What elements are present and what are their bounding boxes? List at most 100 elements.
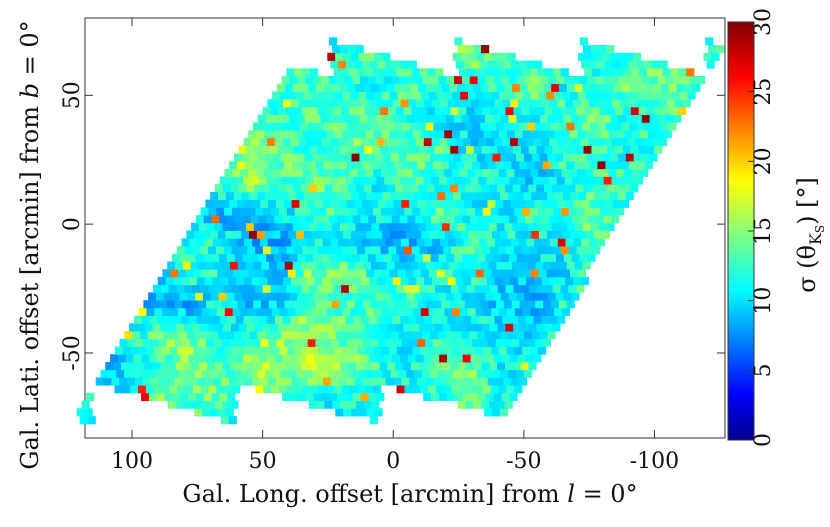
heatmap-cell xyxy=(408,60,417,69)
heatmap-cell xyxy=(295,346,304,355)
heatmap-cell xyxy=(616,91,626,100)
heatmap-cell xyxy=(301,106,311,116)
heatmap-cell xyxy=(244,199,253,208)
heatmap-cell xyxy=(327,52,336,61)
heatmap-cell xyxy=(537,168,547,177)
heatmap-cell xyxy=(584,246,593,255)
heatmap-cell xyxy=(494,99,503,108)
heatmap-cell xyxy=(320,75,330,85)
heatmap-cell xyxy=(620,99,629,108)
heatmap-cell xyxy=(423,137,432,146)
heatmap-cell xyxy=(442,361,451,371)
heatmap-cell xyxy=(254,145,263,154)
heatmap-cell xyxy=(359,153,368,162)
heatmap-cell xyxy=(484,369,493,378)
heatmap-cell xyxy=(241,153,251,162)
heatmap-cell xyxy=(177,307,187,317)
heatmap-cell xyxy=(583,145,592,154)
heatmap-cell xyxy=(300,222,310,231)
heatmap-cell xyxy=(420,307,429,317)
heatmap-cell xyxy=(281,153,290,162)
heatmap-cell xyxy=(490,246,499,255)
heatmap-cell xyxy=(257,369,266,378)
heatmap-cell xyxy=(379,323,389,332)
heatmap-cell xyxy=(547,191,556,201)
heatmap-cell xyxy=(595,215,604,224)
heatmap-cell xyxy=(671,91,681,100)
heatmap-cell xyxy=(436,91,445,100)
heatmap-cell xyxy=(323,261,333,270)
heatmap-cell xyxy=(353,238,363,247)
heatmap-cell xyxy=(408,238,418,247)
heatmap-cell xyxy=(482,68,491,77)
heatmap-cell xyxy=(471,377,481,386)
heatmap-cell xyxy=(188,392,197,402)
heatmap-cell xyxy=(607,106,616,116)
heatmap-cell xyxy=(547,292,557,301)
heatmap-cell xyxy=(486,354,495,363)
heatmap-cell xyxy=(134,377,144,386)
heatmap-cell xyxy=(488,400,498,409)
heatmap-cell xyxy=(538,307,547,317)
heatmap-cell xyxy=(497,106,506,116)
heatmap-cell xyxy=(453,292,463,301)
heatmap-cell xyxy=(268,199,277,208)
heatmap-cell xyxy=(597,122,607,131)
heatmap-cell xyxy=(437,369,446,378)
heatmap-cell xyxy=(418,222,427,231)
heatmap-cell xyxy=(206,222,215,231)
heatmap-cell xyxy=(618,114,627,123)
heatmap-cell xyxy=(665,75,674,85)
heatmap-cell xyxy=(337,354,346,363)
heatmap-cell xyxy=(447,315,456,324)
heatmap-cell xyxy=(471,60,480,69)
heatmap-cell xyxy=(327,191,336,201)
heatmap-cell xyxy=(274,215,283,224)
heatmap-cell xyxy=(495,338,504,347)
heatmap-cell xyxy=(431,276,441,286)
heatmap-cell xyxy=(498,68,507,77)
heatmap-cell xyxy=(221,377,230,386)
heatmap-cell xyxy=(338,161,348,170)
heatmap-cell xyxy=(531,331,541,340)
heatmap-cell xyxy=(293,106,303,116)
heatmap-cell xyxy=(213,338,222,347)
heatmap-cell xyxy=(189,276,198,286)
heatmap-cell xyxy=(522,168,531,177)
heatmap-cell xyxy=(245,300,254,309)
heatmap-cell xyxy=(345,354,354,363)
heatmap-cell xyxy=(615,207,625,216)
heatmap-cell xyxy=(211,354,221,363)
heatmap-cell xyxy=(231,207,241,216)
heatmap-cell xyxy=(511,199,520,208)
heatmap-cell xyxy=(318,346,327,355)
heatmap-cell xyxy=(470,137,480,146)
heatmap-cell xyxy=(216,385,225,394)
heatmap-cell xyxy=(480,83,489,92)
heatmap-cell xyxy=(213,377,222,386)
heatmap-cell xyxy=(475,91,485,100)
heatmap-cell xyxy=(452,269,461,278)
heatmap-cell xyxy=(222,361,232,371)
heatmap-cell xyxy=(687,91,696,100)
heatmap-cell xyxy=(483,346,492,355)
heatmap-cell xyxy=(205,238,214,247)
heatmap-cell xyxy=(545,168,554,177)
heatmap-cell xyxy=(320,331,329,340)
heatmap-cell xyxy=(249,191,258,201)
heatmap-cell xyxy=(369,238,378,247)
heatmap-cell xyxy=(291,338,301,347)
heatmap-cell xyxy=(608,207,617,216)
heatmap-cell xyxy=(490,68,499,77)
heatmap-cell xyxy=(617,191,626,201)
heatmap-cell xyxy=(362,161,371,170)
heatmap-cell xyxy=(524,114,533,123)
heatmap-cell xyxy=(508,114,517,123)
heatmap-cell xyxy=(373,207,382,216)
heatmap-cell xyxy=(198,300,207,309)
heatmap-cell xyxy=(164,392,173,402)
heatmap-cell xyxy=(327,230,336,239)
heatmap-cell xyxy=(325,323,334,332)
heatmap-cell xyxy=(371,145,381,154)
heatmap-cell xyxy=(196,276,206,286)
